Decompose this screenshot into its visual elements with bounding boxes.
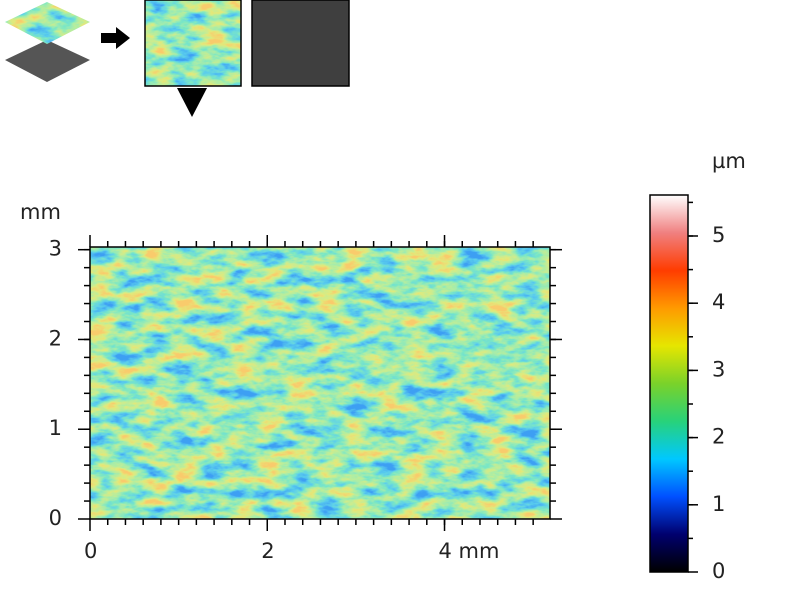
x-tick-label: 0 [84,539,97,563]
x-tick-label: 2 [261,539,274,563]
colorbar [649,194,689,573]
x-tick-label: 4 mm [439,539,500,563]
arrow-icon [101,27,130,49]
y-axis-label: mm [20,200,61,224]
y-tick-label: 1 [49,416,62,440]
selection-marker [177,88,207,117]
colorbar-tick-label: 5 [712,223,725,247]
colorbar-label: µm [712,149,746,173]
y-tick-label: 0 [49,506,62,530]
colorbar-tick-label: 1 [712,492,725,516]
colorbar-tick-label: 2 [712,425,725,449]
thumbnail-border [144,0,242,87]
colorbar-tick-label: 3 [712,357,725,381]
layer-icon-top[interactable] [5,0,91,50]
layer-icon-bottom[interactable] [5,40,90,82]
thumbnail-topography[interactable] [145,0,241,86]
colorbar-tick-label: 4 [712,290,725,314]
y-tick-label: 3 [49,237,62,261]
y-tick-label: 2 [49,326,62,350]
colorbar-tick-label: 0 [712,559,725,583]
heatmap [90,247,550,519]
thumbnail-intensity[interactable] [251,0,350,87]
